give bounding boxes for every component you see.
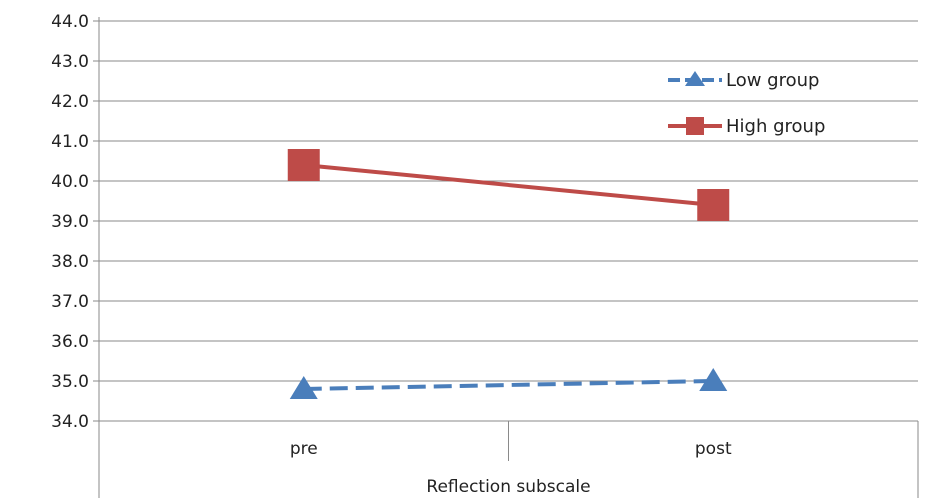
x-tick-label-pre: pre bbox=[290, 439, 318, 459]
x-tick-labels: pre post Reflection subscale bbox=[290, 439, 732, 497]
y-tick-label-38.0: 38.0 bbox=[51, 252, 89, 272]
y-tick-label-35.0: 35.0 bbox=[51, 372, 89, 392]
y-tick-label-39.0: 39.0 bbox=[51, 212, 89, 232]
data-point-high-group-post bbox=[697, 189, 730, 221]
series-line-low-group bbox=[303, 379, 714, 391]
legend: Low group High group bbox=[668, 70, 825, 137]
y-tick-label-40.0: 40.0 bbox=[51, 172, 89, 192]
x-group-label: Reflection subscale bbox=[426, 477, 590, 497]
y-tick-label-44.0: 44.0 bbox=[51, 12, 89, 32]
legend-marker-high-group bbox=[686, 117, 704, 135]
series bbox=[287, 149, 730, 399]
y-tick-label-43.0: 43.0 bbox=[51, 52, 89, 72]
series-line-high-group bbox=[303, 163, 714, 207]
y-tick-label-34.0: 34.0 bbox=[51, 412, 89, 432]
y-tick-label-42.0: 42.0 bbox=[51, 92, 89, 112]
x-tick-label-post: post bbox=[695, 439, 732, 459]
legend-label-low-group: Low group bbox=[726, 70, 819, 91]
data-point-high-group-pre bbox=[287, 149, 320, 181]
y-tick-label-41.0: 41.0 bbox=[51, 132, 89, 152]
y-tick-label-37.0: 37.0 bbox=[51, 292, 89, 312]
data-point-low-group-post bbox=[699, 368, 728, 391]
data-point-low-group-pre bbox=[289, 376, 318, 399]
legend-label-high-group: High group bbox=[726, 116, 825, 137]
legend-marker-low-group bbox=[685, 71, 705, 86]
gridlines bbox=[99, 20, 918, 382]
axes bbox=[93, 17, 919, 498]
y-tick-label-36.0: 36.0 bbox=[51, 332, 89, 352]
y-tick-labels: 34.0 35.0 36.0 37.0 38.0 39.0 40.0 41.0 42.0 43.0… bbox=[51, 12, 89, 432]
